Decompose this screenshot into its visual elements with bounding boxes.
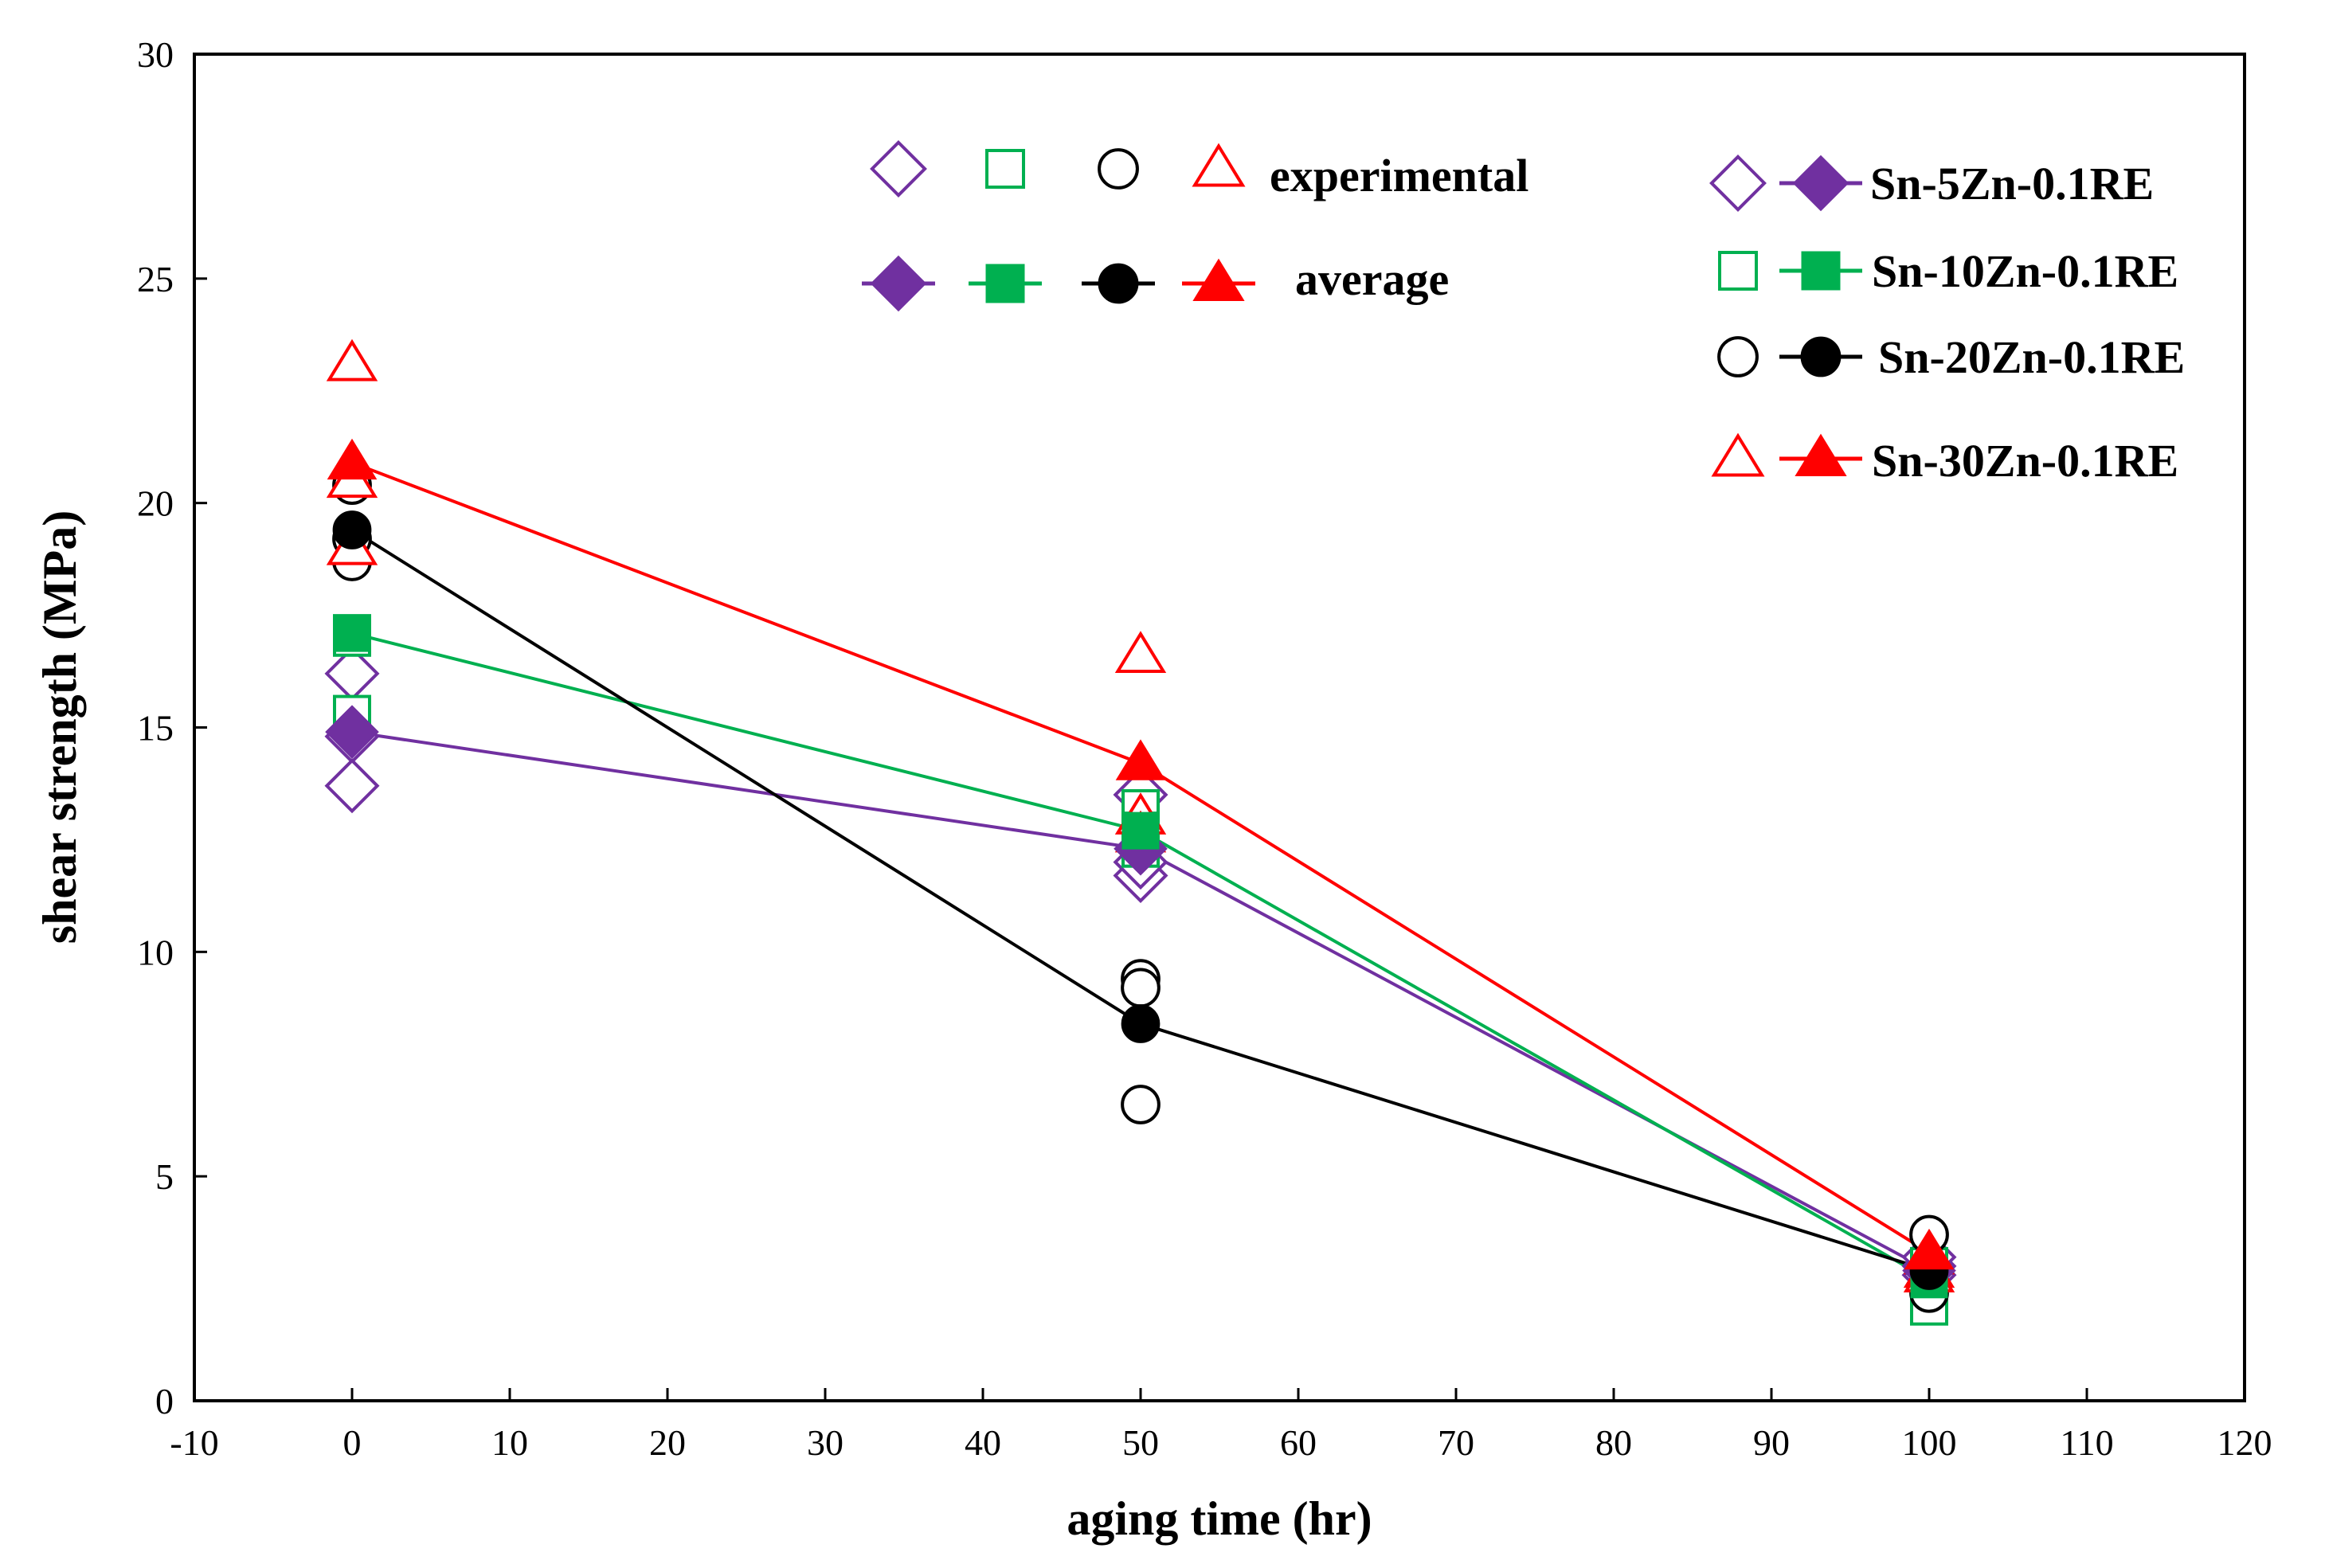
average-point-sn-20zn-0-1re xyxy=(1121,1004,1161,1043)
x-tick-label: 30 xyxy=(807,1422,843,1463)
legend-filled-marker-sn-20zn-0-1re xyxy=(1800,336,1842,377)
x-tick-label: 20 xyxy=(649,1422,686,1463)
y-tick-label: 5 xyxy=(155,1156,174,1197)
average-point-sn-5zn-0-1re xyxy=(325,705,379,759)
x-tick-label: 70 xyxy=(1438,1422,1474,1463)
average-point-sn-30zn-0-1re xyxy=(327,438,378,480)
y-tick-label: 0 xyxy=(155,1381,174,1421)
x-tick-label: 0 xyxy=(343,1422,362,1463)
legend-label-sn-5zn: Sn-5Zn-0.1RE xyxy=(1870,158,2154,209)
x-tick-label: 80 xyxy=(1595,1422,1632,1463)
legend-experimental-marker-sn-10zn-0-1re xyxy=(985,149,1025,189)
x-tick-label: 90 xyxy=(1753,1422,1790,1463)
y-tick-label: 20 xyxy=(137,483,174,524)
experimental-point-sn-5zn-0-1re xyxy=(324,758,380,814)
experimental-point-sn-20zn-0-1re xyxy=(1121,968,1161,1008)
y-tick-label: 30 xyxy=(137,34,174,75)
legend-experimental-marker-sn-5zn-0-1re xyxy=(870,140,927,197)
legend-open-marker-sn-10zn-0-1re xyxy=(1718,251,1758,291)
y-tick-label: 15 xyxy=(137,708,174,749)
legend-average-label: average xyxy=(1295,253,1449,305)
experimental-point-sn-30zn-0-1re xyxy=(326,338,378,381)
legend-marker-key: experimental average xyxy=(862,140,1528,312)
average-point-sn-30zn-0-1re xyxy=(1115,739,1166,780)
x-tick-label: 110 xyxy=(2060,1422,2113,1463)
x-tick-label: 40 xyxy=(965,1422,1001,1463)
y-tick-label: 10 xyxy=(137,932,174,972)
y-axis-title: shear strength (MPa) xyxy=(33,510,86,944)
average-line-sn-10zn-0-1re xyxy=(351,632,1930,1281)
legend-average-marker-sn-20zn-0-1re xyxy=(1098,263,1139,304)
legend-label-sn-20zn: Sn-20Zn-0.1RE xyxy=(1878,331,2185,383)
average-point-sn-10zn-0-1re xyxy=(1121,811,1160,850)
axis-ticks: -10 0 10 20 30 40 50 60 70 80 90 100 110 120051015202… xyxy=(137,34,2272,1463)
legend-open-marker-sn-20zn-0-1re xyxy=(1717,336,1759,377)
legend-experimental-marker-sn-20zn-0-1re xyxy=(1098,148,1139,190)
legend-filled-marker-sn-5zn-0-1re xyxy=(1792,154,1849,212)
legend-average-marker-sn-30zn-0-1re xyxy=(1192,258,1245,302)
legend-average-marker-sn-10zn-0-1re xyxy=(985,264,1025,303)
x-tick-label: 100 xyxy=(1902,1422,1957,1463)
x-tick-label: -10 xyxy=(170,1422,218,1463)
legend-open-marker-sn-5zn-0-1re xyxy=(1709,154,1767,212)
legend-label-sn-10zn: Sn-10Zn-0.1RE xyxy=(1872,245,2178,297)
x-tick-label: 120 xyxy=(2217,1422,2272,1463)
average-point-sn-30zn-0-1re xyxy=(1904,1228,1955,1270)
legend-label-sn-30zn: Sn-30Zn-0.1RE xyxy=(1872,435,2178,487)
average-point-sn-20zn-0-1re xyxy=(332,510,372,549)
legend-average-marker-sn-5zn-0-1re xyxy=(870,255,927,312)
legend-experimental-label: experimental xyxy=(1270,150,1528,201)
average-markers xyxy=(325,438,1956,1299)
legend-series: Sn-5Zn-0.1RE Sn-10Zn-0.1RE Sn-20Zn-0.1RE… xyxy=(1709,154,2185,487)
legend-filled-marker-sn-10zn-0-1re xyxy=(1801,251,1841,291)
y-tick-label: 25 xyxy=(137,259,174,299)
average-point-sn-10zn-0-1re xyxy=(333,614,371,652)
experimental-point-sn-30zn-0-1re xyxy=(1114,631,1167,673)
legend-filled-marker-sn-30zn-0-1re xyxy=(1795,433,1847,477)
x-tick-label: 60 xyxy=(1280,1422,1317,1463)
x-tick-label: 50 xyxy=(1122,1422,1159,1463)
legend-experimental-marker-sn-30zn-0-1re xyxy=(1192,143,1246,187)
experimental-point-sn-20zn-0-1re xyxy=(1121,1085,1161,1124)
x-tick-label: 10 xyxy=(491,1422,528,1463)
x-axis-title: aging time (hr) xyxy=(1067,1492,1372,1545)
legend-open-marker-sn-30zn-0-1re xyxy=(1711,432,1765,477)
